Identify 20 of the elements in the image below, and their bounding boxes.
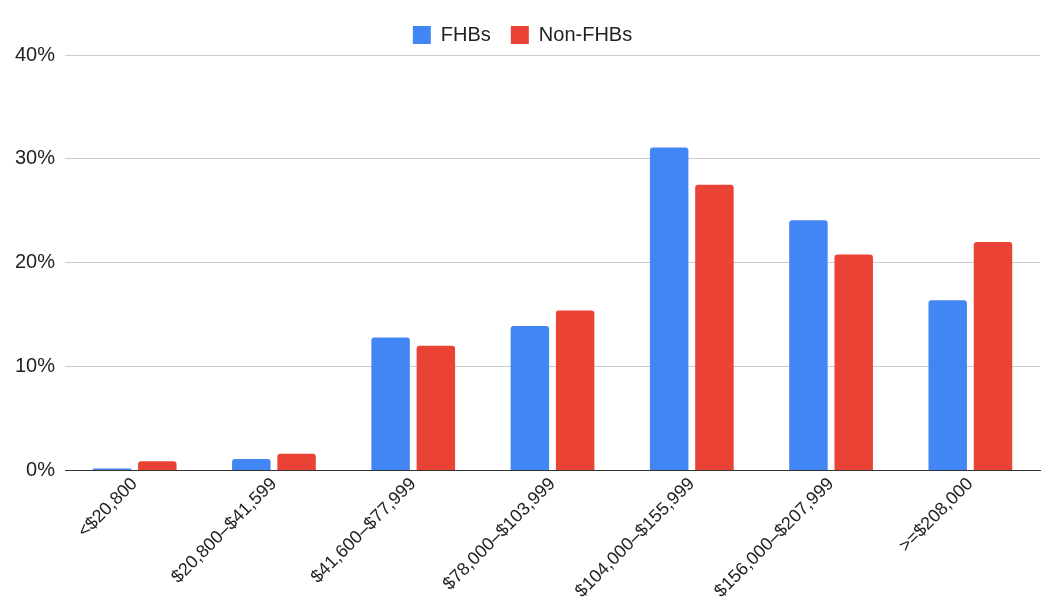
y-tick-label: 20% <box>15 250 56 273</box>
bar <box>138 461 177 470</box>
bar <box>695 184 734 470</box>
y-tick-label: 0% <box>26 457 56 480</box>
bar <box>277 453 316 470</box>
bar <box>416 345 456 470</box>
y-tick-label: 10% <box>15 354 56 377</box>
y-tick-label: 30% <box>15 146 56 169</box>
bar <box>649 147 689 470</box>
legend-label: FHBs <box>440 22 491 45</box>
bar <box>371 337 410 470</box>
bar <box>555 310 595 470</box>
legend-label: Non-FHBs <box>538 22 633 45</box>
bar <box>510 326 550 470</box>
bar <box>232 459 271 470</box>
bar <box>834 254 873 470</box>
bar <box>789 220 828 470</box>
bar <box>973 241 1013 470</box>
bar <box>928 300 967 470</box>
y-tick-label: 40% <box>15 42 56 65</box>
